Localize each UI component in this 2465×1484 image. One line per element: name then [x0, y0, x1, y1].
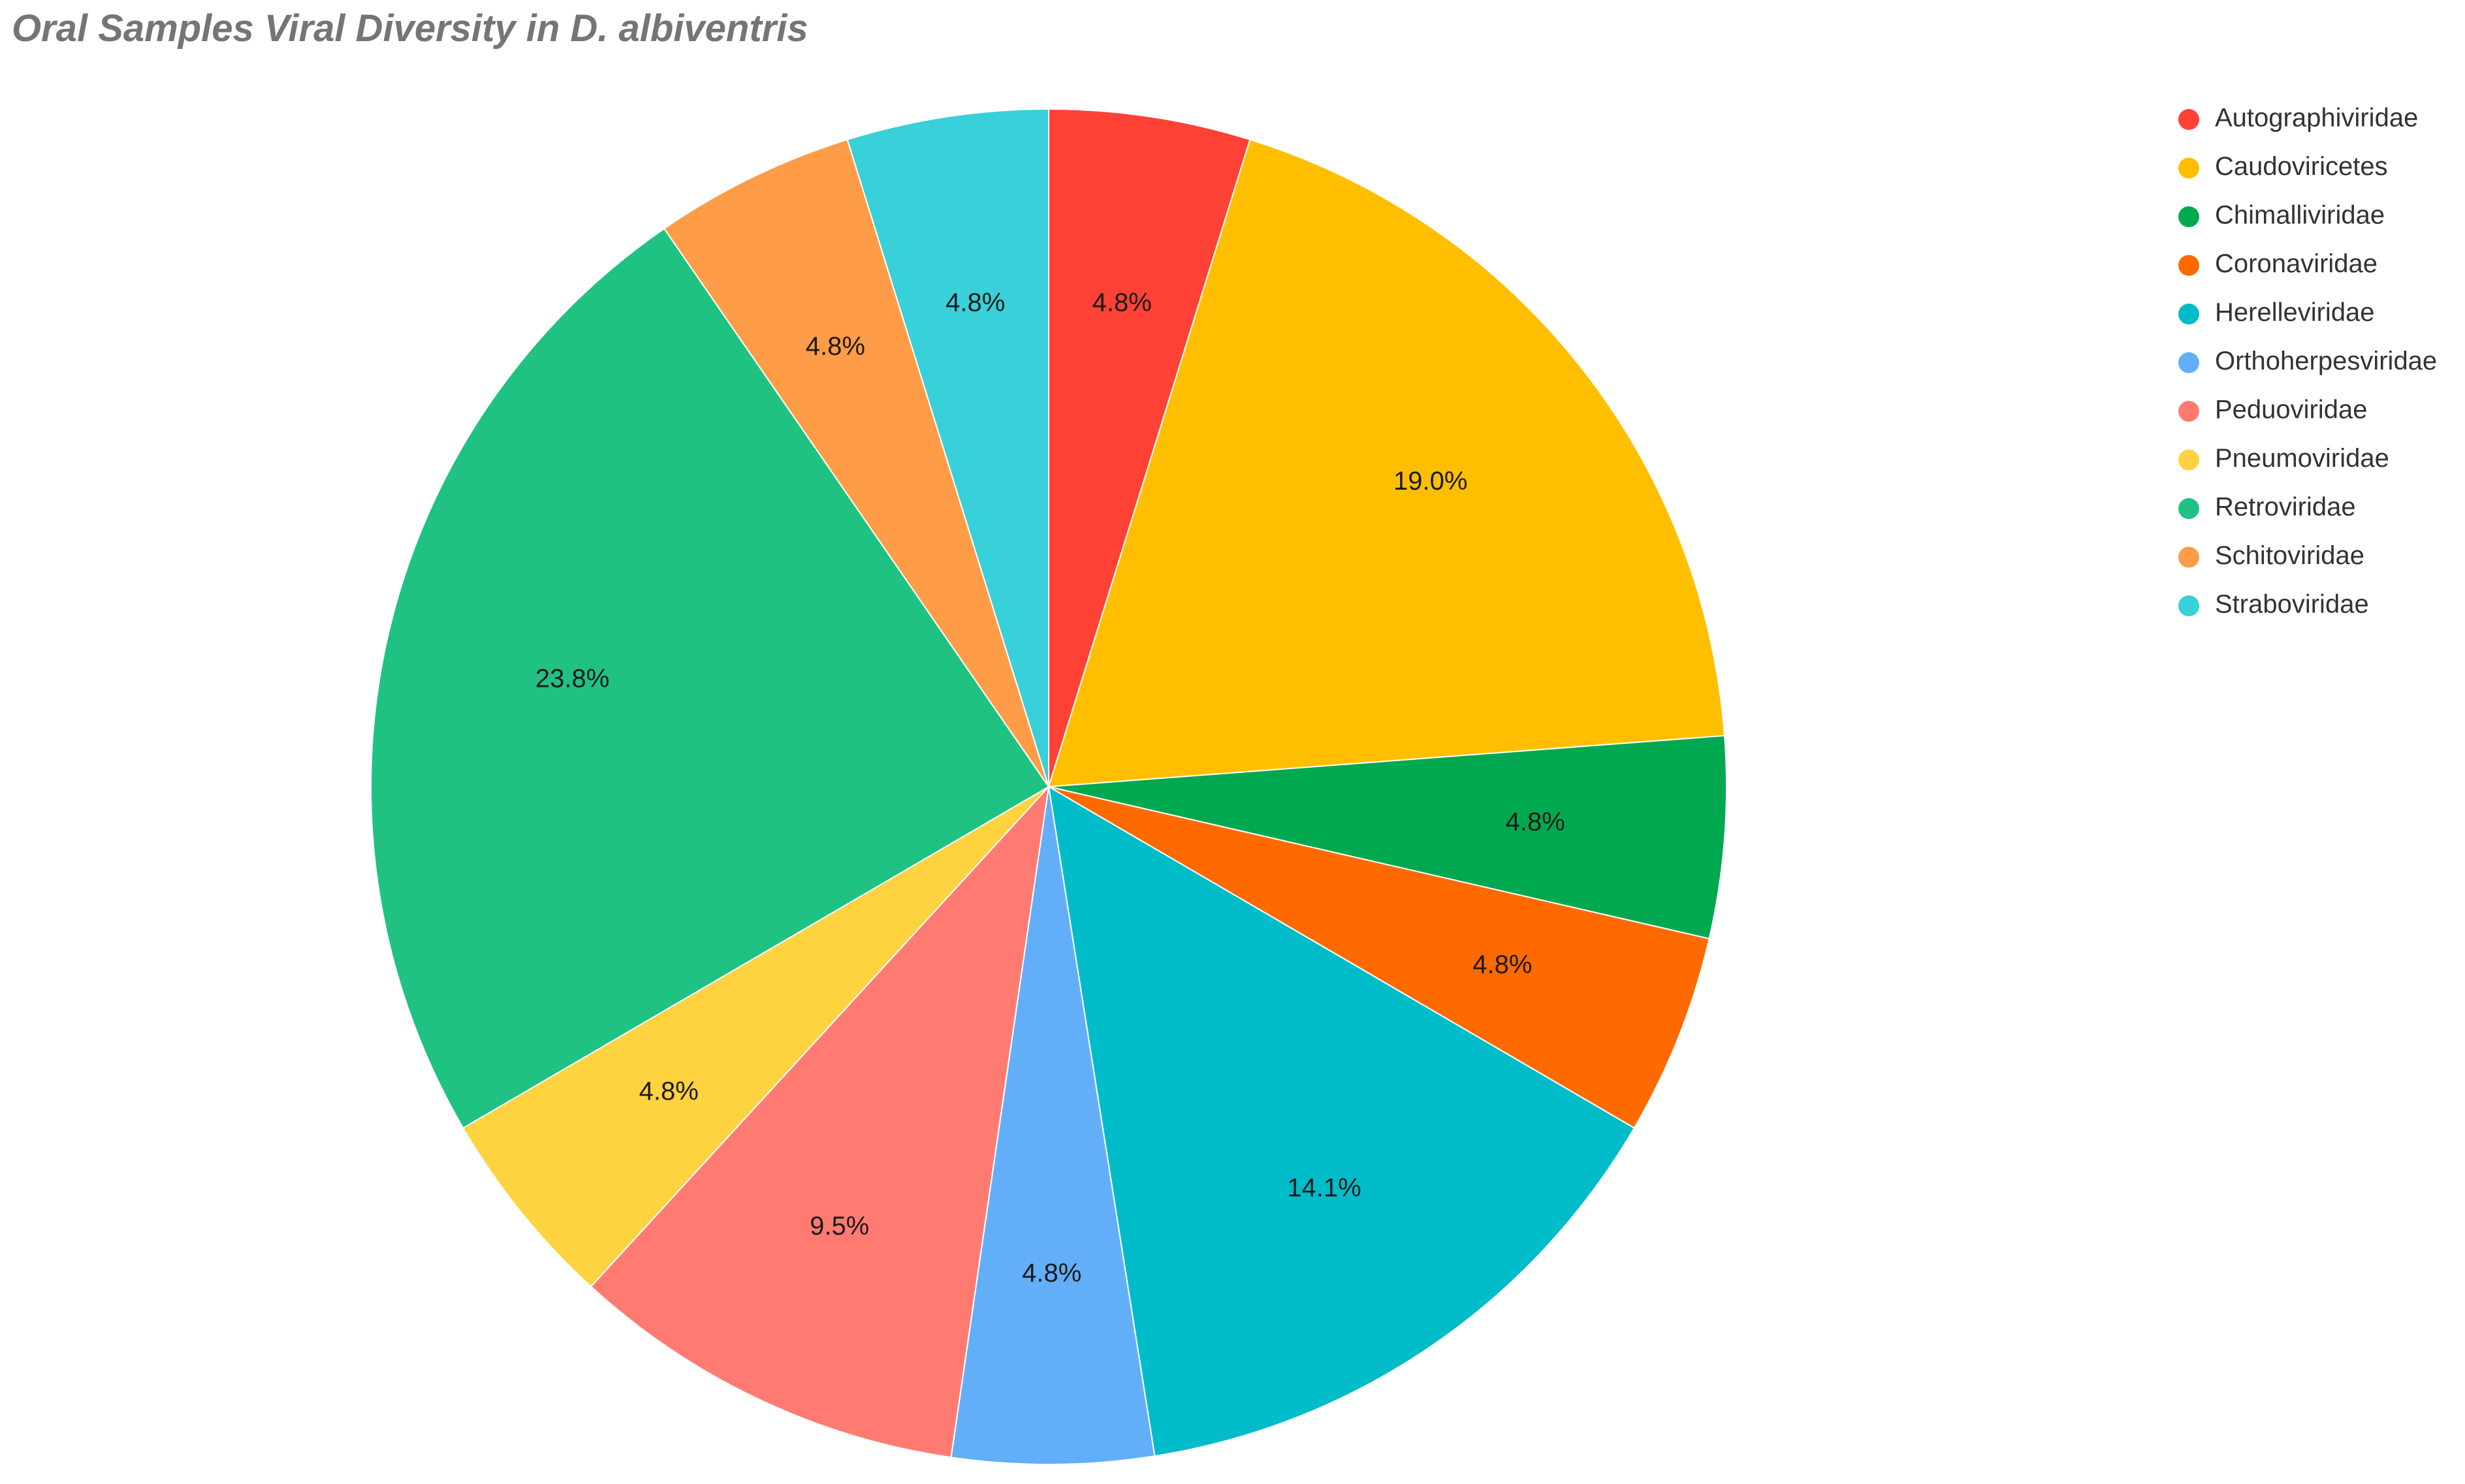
slice-value-label-orthoherpesviridae: 4.8%	[1022, 1259, 1081, 1287]
legend-label: Peduoviridae	[2215, 396, 2368, 424]
slice-value-label-retroviridae: 23.8%	[535, 665, 609, 693]
slice-value-label-schitoviridae: 4.8%	[806, 332, 865, 360]
legend-marker	[2178, 595, 2199, 616]
pie-slice-chimalliviridae[interactable]	[1048, 734, 1727, 939]
legend-item-chimalliviridae[interactable]: Chimalliviridae	[2178, 201, 2385, 230]
legend-item-retroviridae[interactable]: Retroviridae	[2178, 493, 2356, 522]
legend-item-straboviridae[interactable]: Straboviridae	[2178, 590, 2369, 619]
legend-marker	[2178, 206, 2199, 227]
slice-value-label-herelleviridae: 14.1%	[1287, 1173, 1361, 1202]
legend-item-pneumoviridae[interactable]: Pneumoviridae	[2178, 444, 2389, 473]
chart-title: Oral Samples Viral Diversity in D. albiv…	[12, 7, 808, 50]
pie-slice-pneumoviridae[interactable]	[462, 786, 1049, 1287]
pie-slice-autographiviridae[interactable]	[1048, 108, 1251, 787]
legend-item-herelleviridae[interactable]: Herelleviridae	[2178, 298, 2375, 327]
pie-slice-coronaviridae[interactable]	[1048, 786, 1710, 1129]
pie-slices	[370, 108, 1727, 1465]
legend: Autographiviridae Caudoviricetes Chimalliv…	[2178, 104, 2437, 619]
slice-value-label-pneumoviridae: 4.8%	[639, 1077, 699, 1106]
pie-slice-orthoherpesviridae[interactable]	[950, 786, 1156, 1465]
legend-item-coronaviridae[interactable]: Coronaviridae	[2178, 249, 2378, 278]
legend-item-autographiviridae[interactable]: Autographiviridae	[2178, 104, 2418, 133]
legend-item-caudoviricetes[interactable]: Caudoviricetes	[2178, 152, 2388, 181]
legend-label: Schitoviridae	[2215, 541, 2364, 570]
pie-slice-straboviridae[interactable]	[846, 108, 1049, 787]
pie-slice-herelleviridae[interactable]	[1047, 785, 1636, 1457]
legend-marker	[2178, 255, 2199, 276]
slice-value-label-autographiviridae: 4.8%	[1092, 289, 1152, 317]
slice-value-label-chimalliviridae: 4.8%	[1506, 808, 1565, 836]
legend-marker	[2178, 157, 2199, 179]
pie-slice-peduoviridae[interactable]	[590, 784, 1050, 1459]
legend-label: Straboviridae	[2215, 590, 2369, 619]
legend-marker	[2178, 546, 2199, 568]
legend-label: Chimalliviridae	[2215, 201, 2385, 230]
legend-marker	[2178, 449, 2199, 471]
pie-slice-caudoviricetes[interactable]	[1047, 138, 1726, 788]
slice-value-label-caudoviricetes: 19.0%	[1393, 467, 1467, 496]
pie-slice-schitoviridae[interactable]	[663, 138, 1049, 787]
legend-label: Pneumoviridae	[2215, 444, 2389, 473]
slice-value-label-peduoviridae: 9.5%	[810, 1212, 869, 1240]
legend-item-orthoherpesviridae[interactable]: Orthoherpesviridae	[2178, 347, 2437, 375]
legend-item-peduoviridae[interactable]: Peduoviridae	[2178, 396, 2368, 424]
legend-marker	[2178, 401, 2199, 422]
slice-value-label-coronaviridae: 4.8%	[1472, 951, 1532, 979]
legend-label: Autographiviridae	[2215, 104, 2418, 133]
pie-slice-retroviridae[interactable]	[370, 227, 1050, 1129]
legend-marker	[2178, 109, 2199, 130]
legend-label: Caudoviricetes	[2215, 152, 2388, 181]
legend-label: Retroviridae	[2215, 493, 2356, 522]
legend-item-schitoviridae[interactable]: Schitoviridae	[2178, 541, 2364, 570]
slice-value-label-straboviridae: 4.8%	[946, 289, 1005, 317]
legend-label: Coronaviridae	[2215, 249, 2378, 278]
pie-slice-labels: 4.8% 19.0% 4.8% 4.8% 14.1% 4.8% 9.5% 4.8% 23.8% 4…	[535, 289, 1565, 1287]
legend-label: Herelleviridae	[2215, 298, 2375, 327]
legend-marker	[2178, 304, 2199, 324]
legend-marker	[2178, 498, 2199, 519]
legend-marker	[2178, 352, 2199, 373]
legend-label: Orthoherpesviridae	[2215, 347, 2437, 375]
